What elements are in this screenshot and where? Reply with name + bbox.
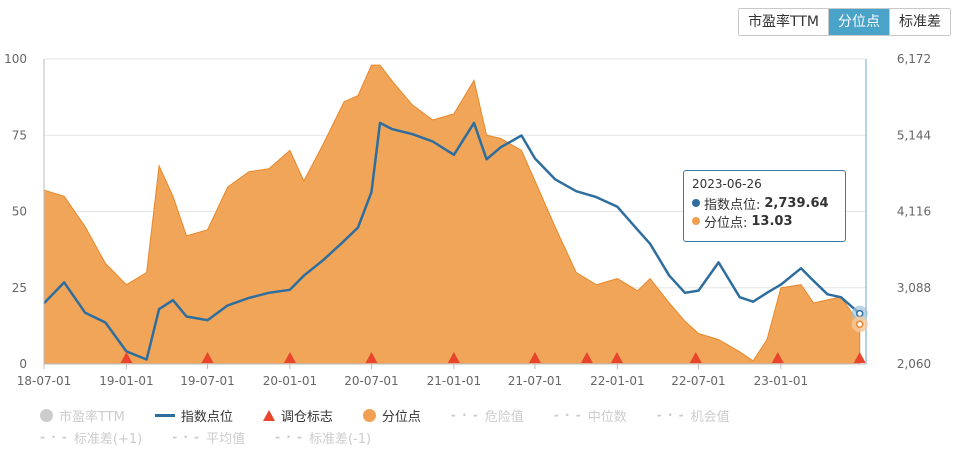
percentile-area [43,64,861,365]
x-tick-label: 22-01-01 [590,374,644,388]
percentile-dot-icon [692,217,700,225]
percentile-button[interactable]: 分位点 [829,9,890,35]
legend-label: 分位点 [381,409,421,425]
x-tick-label: 23-01-01 [754,374,808,388]
hover-points [851,305,868,333]
legend-item-opportunity[interactable]: - · - 机会值 [657,406,730,425]
chart-legend: 市盈率TTM 指数点位 调仓标志 分位点 - · - 危险值 - · - 中位数… [40,404,940,448]
index-hover-point [855,309,864,318]
dash-icon: - · - [172,430,201,444]
rebalance-marker [689,352,702,363]
tooltip-pct-row: 分位点: 13.03 [692,212,837,231]
legend-item-rebalance[interactable]: 调仓标志 [262,406,333,425]
percentile-hover-point [855,320,864,329]
triangle-icon [262,409,275,421]
y-right-tick-label: 3,088 [897,281,931,295]
legend-label: 危险值 [484,409,524,425]
axes: 0 2,060 25 3,088 50 4,116 75 5,144 100 6,172 18-07… [4,52,931,388]
tooltip-date: 2023-06-26 [692,177,762,191]
x-tick-label: 19-07-01 [180,374,234,388]
dash-icon: - · - [656,408,685,422]
rebalance-marker [201,352,214,363]
y-left-tick-label: 75 [12,128,27,142]
legend-label: 机会值 [690,409,730,425]
legend-label: 中位数 [587,409,627,425]
percentile-series [43,64,861,365]
y-right-tick-label: 4,116 [897,205,931,219]
rebalance-marker [283,352,296,363]
y-right-tick-label: 5,144 [897,128,931,142]
legend-item-median[interactable]: - · - 中位数 [554,406,627,425]
x-tick-label: 22-07-01 [671,374,725,388]
rebalance-marker [610,352,623,363]
y-right-tick-label: 2,060 [897,357,931,371]
legend-item-percentile[interactable]: 分位点 [362,406,421,425]
x-tick-label: 21-07-01 [508,374,562,388]
x-tick-label: 21-01-01 [427,374,481,388]
x-tick-label: 19-01-01 [99,374,153,388]
index-dot-icon [692,199,700,207]
x-tick-label: 20-01-01 [263,374,317,388]
rebalance-marker [771,352,784,363]
tooltip-pct-label: 分位点: [704,215,748,231]
legend-label: 调仓标志 [280,409,333,425]
rebalance-marker [447,352,460,363]
rebalance-marker [580,352,593,363]
legend-label: 标准差(+1) [73,431,143,447]
legend-item-pe-ttm[interactable]: 市盈率TTM [40,406,125,425]
tooltip-index-label: 指数点位: [704,197,761,213]
x-tick-label: 20-07-01 [344,374,398,388]
legend-label: 标准差(-1) [308,431,372,447]
pe-ttm-button[interactable]: 市盈率TTM [739,9,829,35]
dash-icon: - · - [553,408,582,422]
tooltip-pct-value: 13.03 [751,213,793,229]
x-tick-label: 18-07-01 [17,374,71,388]
legend-item-index-points[interactable]: 指数点位 [154,406,233,425]
rebalance-marker [120,352,133,363]
dash-icon: - · - [275,430,303,444]
legend-label: 指数点位 [180,409,233,425]
dash-icon: - · - [450,408,479,422]
index-points-series [43,121,861,361]
y-left-tick-label: 50 [12,205,27,219]
y-left-tick-label: 0 [19,357,27,371]
rebalance-marker [365,352,378,363]
rebalance-markers [120,352,866,363]
legend-item-danger[interactable]: - · - 危险值 [451,406,524,425]
circle-icon [362,408,376,422]
stddev-button[interactable]: 标准差 [890,9,950,35]
tooltip-index-value: 2,739.64 [764,195,829,211]
dash-icon: - · - [40,430,68,444]
y-left-tick-label: 25 [12,281,27,295]
rebalance-marker [528,352,541,363]
legend-item-std-minus1[interactable]: - · - 标准差(-1) [275,428,371,447]
y-left-tick-label: 100 [4,52,27,66]
chart-tooltip: 2023-06-26 指数点位: 2,739.64 分位点: 13.03 [683,170,846,242]
metric-switch: 市盈率TTM 分位点 标准差 [738,8,951,36]
valuation-chart: 0 2,060 25 3,088 50 4,116 75 5,144 100 6,172 18-07… [4,52,931,388]
tooltip-index-row: 指数点位: 2,739.64 [692,194,837,213]
legend-label: 平均值 [206,431,246,447]
y-right-tick-label: 6,172 [897,52,931,66]
index-line [43,121,861,361]
rebalance-marker [853,352,866,363]
legend-label: 市盈率TTM [59,409,125,425]
circle-icon [40,408,53,422]
legend-item-std-plus1[interactable]: - · - 标准差(+1) [40,428,142,447]
legend-item-mean[interactable]: - · - 平均值 [172,428,245,447]
line-icon [154,413,175,417]
